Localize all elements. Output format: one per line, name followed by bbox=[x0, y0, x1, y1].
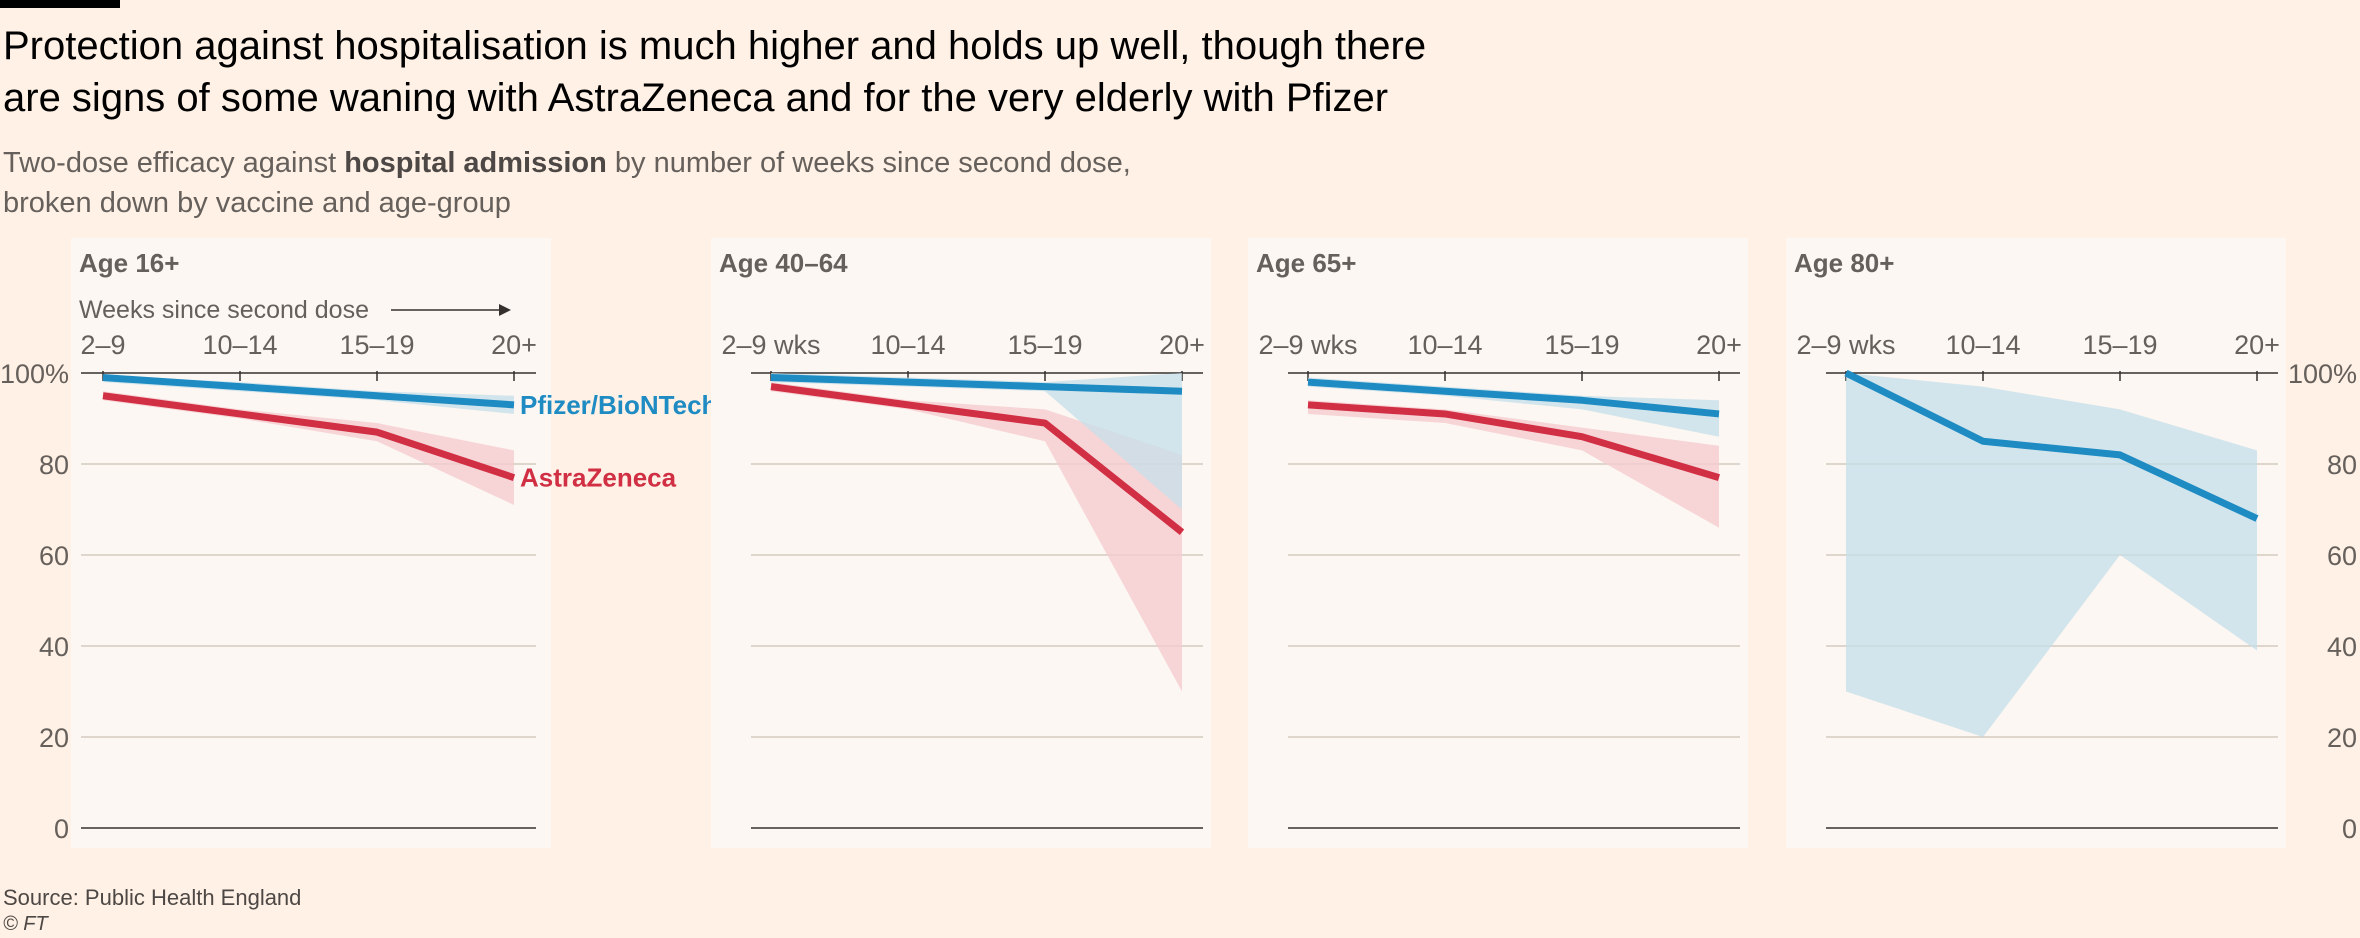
astrazeneca-line bbox=[1307, 401, 1721, 482]
title-line-2: are signs of some waning with AstraZenec… bbox=[3, 76, 1389, 120]
astrazeneca-series-label: AstraZeneca bbox=[520, 463, 677, 493]
y-tick-label-right: 0 bbox=[2342, 814, 2357, 844]
chart-subtitle: Two-dose efficacy against hospital admis… bbox=[3, 143, 1263, 223]
y-tick-label-right: 100% bbox=[2288, 359, 2357, 389]
panel-3: Age 65+ 2–9 wks 10–14 15–19 20+ bbox=[1248, 238, 1748, 848]
x-tick-label: 20+ bbox=[491, 330, 537, 360]
x-tick-label: 20+ bbox=[1696, 330, 1742, 360]
panel-2: Age 40–64 2–9 wks 10–14 15–19 20+ bbox=[711, 238, 1211, 848]
subtitle-post: by number of weeks since second dose, bbox=[606, 147, 1131, 179]
brand-bar bbox=[0, 0, 120, 8]
panel-title: Age 80+ bbox=[1794, 248, 1894, 278]
y-tick-label-left: 60 bbox=[39, 541, 69, 571]
copyright: © FT bbox=[3, 913, 48, 935]
panel-4: Age 80+ 2–9 wks 10–14 15–19 20+ bbox=[1786, 238, 2286, 848]
chart-title: Protection against hospitalisation is mu… bbox=[3, 20, 1563, 124]
x-tick-label: 10–14 bbox=[870, 330, 945, 360]
astrazeneca-line bbox=[102, 392, 516, 481]
source-note: Source: Public Health England bbox=[3, 885, 302, 910]
x-tick-label: 15–19 bbox=[339, 330, 414, 360]
x-tick-label: 20+ bbox=[2234, 330, 2280, 360]
x-tick-label: 2–9 wks bbox=[721, 330, 820, 360]
y-tick-label-left: 20 bbox=[39, 723, 69, 753]
x-tick-label: 10–14 bbox=[202, 330, 277, 360]
y-tick-label-left: 40 bbox=[39, 632, 69, 662]
x-tick-label: 20+ bbox=[1159, 330, 1205, 360]
x-tick-label: 2–9 bbox=[80, 330, 125, 360]
x-axis-note: Weeks since second dose bbox=[79, 296, 369, 324]
x-tick-label: 2–9 wks bbox=[1796, 330, 1895, 360]
y-tick-label-right: 40 bbox=[2327, 632, 2357, 662]
x-tick-label: 10–14 bbox=[1407, 330, 1482, 360]
x-tick-label: 2–9 wks bbox=[1258, 330, 1357, 360]
panel-background bbox=[71, 238, 551, 848]
axis-note-arrow-head bbox=[499, 304, 511, 316]
panel-1: Age 16+ Weeks since second dose 2–9 10–14 15… bbox=[71, 238, 717, 848]
pfizer-line bbox=[1307, 378, 1720, 418]
pfizer-line bbox=[1844, 369, 2259, 522]
y-tick-label-left: 100% bbox=[0, 359, 69, 389]
panel-background bbox=[1248, 238, 1748, 848]
y-tick-label-right: 60 bbox=[2327, 541, 2357, 571]
subtitle-line-2: broken down by vaccine and age-group bbox=[3, 187, 511, 219]
subtitle-bold: hospital admission bbox=[344, 147, 607, 179]
x-tick-label: 15–19 bbox=[1544, 330, 1619, 360]
y-tick-label-left: 80 bbox=[39, 450, 69, 480]
astrazeneca-line bbox=[770, 383, 1185, 535]
x-tick-label: 10–14 bbox=[1945, 330, 2020, 360]
pfizer-confidence-band bbox=[771, 373, 1182, 510]
pfizer-line bbox=[770, 374, 1183, 395]
pfizer-line bbox=[102, 374, 515, 409]
x-tick-label: 15–19 bbox=[2082, 330, 2157, 360]
astrazeneca-confidence-band bbox=[771, 382, 1182, 692]
y-tick-label-right: 80 bbox=[2327, 450, 2357, 480]
pfizer-confidence-band bbox=[1846, 373, 2257, 737]
panel-title: Age 16+ bbox=[79, 248, 179, 278]
y-tick-label-left: 0 bbox=[54, 814, 69, 844]
panel-title: Age 65+ bbox=[1256, 248, 1356, 278]
title-line-1: Protection against hospitalisation is mu… bbox=[3, 24, 1427, 68]
panel-title: Age 40–64 bbox=[719, 248, 848, 278]
pfizer-series-label: Pfizer/BioNTech bbox=[520, 390, 717, 420]
x-tick-label: 15–19 bbox=[1007, 330, 1082, 360]
subtitle-pre: Two-dose efficacy against bbox=[3, 147, 345, 179]
y-tick-label-right: 20 bbox=[2327, 723, 2357, 753]
